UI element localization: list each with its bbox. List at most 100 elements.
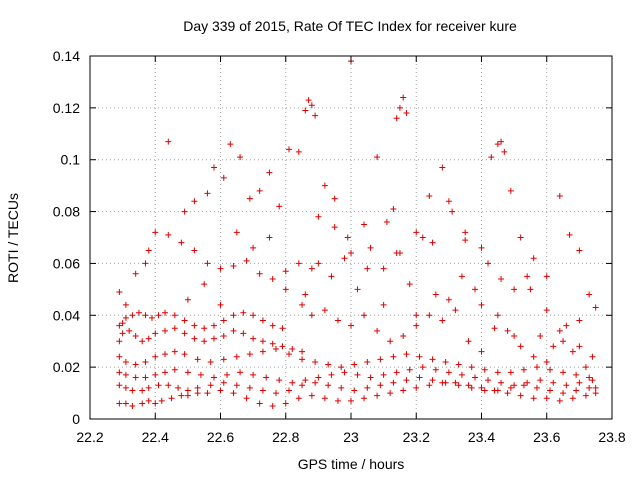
data-point (494, 141, 501, 148)
data-point (132, 361, 139, 368)
data-point (530, 353, 537, 360)
data-point (374, 392, 381, 399)
data-point (341, 369, 348, 376)
data-point (256, 187, 263, 194)
data-point (488, 154, 495, 161)
data-point (321, 307, 328, 314)
data-point (119, 320, 126, 327)
data-point (116, 353, 123, 360)
data-point (426, 382, 433, 389)
data-point (129, 312, 136, 319)
data-point (233, 382, 240, 389)
data-point (165, 231, 172, 238)
data-point (178, 239, 185, 246)
data-point (181, 317, 188, 324)
data-point (194, 356, 201, 363)
data-point (181, 330, 188, 337)
data-point (312, 112, 319, 119)
data-point (361, 312, 368, 319)
data-point (377, 356, 384, 363)
data-point (344, 234, 351, 241)
data-point (393, 115, 400, 122)
data-point (122, 301, 129, 308)
data-point (204, 190, 211, 197)
data-point (181, 351, 188, 358)
data-point (230, 263, 237, 270)
data-point (537, 377, 544, 384)
data-point (233, 229, 240, 236)
data-point (250, 312, 257, 319)
data-point (364, 384, 371, 391)
data-point (520, 366, 527, 373)
x-tick-label: 23.4 (468, 429, 495, 445)
data-point (171, 312, 178, 319)
data-point (321, 395, 328, 402)
data-point (550, 379, 557, 386)
data-point (556, 397, 563, 404)
data-point (142, 358, 149, 365)
data-point (361, 395, 368, 402)
data-point (445, 198, 452, 205)
data-point (165, 382, 172, 389)
data-point (308, 392, 315, 399)
data-point (586, 384, 593, 391)
data-point (220, 356, 227, 363)
data-point (145, 247, 152, 254)
data-point (230, 312, 237, 319)
data-point (230, 327, 237, 334)
data-point (197, 371, 204, 378)
y-axis-label: ROTI / TECUs (5, 193, 21, 283)
data-point (485, 260, 492, 267)
data-point (191, 335, 198, 342)
data-point (230, 390, 237, 397)
data-point (547, 387, 554, 394)
data-point (217, 387, 224, 394)
data-point (586, 291, 593, 298)
data-point (380, 301, 387, 308)
data-point (269, 403, 276, 410)
data-point (511, 382, 518, 389)
data-point (452, 379, 459, 386)
data-point (259, 348, 266, 355)
data-point (494, 312, 501, 319)
data-point (256, 400, 263, 407)
data-point (220, 379, 227, 386)
data-point (295, 148, 302, 155)
data-point (220, 333, 227, 340)
data-point (194, 384, 201, 391)
data-point (537, 333, 544, 340)
data-point (507, 187, 514, 194)
data-point (152, 229, 159, 236)
data-point (374, 327, 381, 334)
data-point (171, 325, 178, 332)
x-tick-label: 23.8 (598, 429, 625, 445)
data-point (530, 395, 537, 402)
data-point (576, 247, 583, 254)
data-point (152, 400, 159, 407)
data-point (299, 301, 306, 308)
data-point (227, 141, 234, 148)
data-point (406, 366, 413, 373)
data-point (116, 382, 123, 389)
data-point (445, 296, 452, 303)
data-point (325, 382, 332, 389)
data-point (566, 231, 573, 238)
data-point (135, 309, 142, 316)
data-point (429, 356, 436, 363)
data-point (517, 234, 524, 241)
data-point (478, 348, 485, 355)
data-point (282, 268, 289, 275)
data-point (308, 312, 315, 319)
data-point (442, 379, 449, 386)
data-point (361, 221, 368, 228)
data-point (250, 335, 257, 342)
data-point (556, 193, 563, 200)
data-point (465, 338, 472, 345)
data-point (390, 353, 397, 360)
data-point (119, 330, 126, 337)
data-point (576, 343, 583, 350)
data-point (478, 244, 485, 251)
x-tick-label: 23.6 (533, 429, 560, 445)
data-point (511, 333, 518, 340)
y-tick-label: 0.02 (53, 359, 80, 375)
